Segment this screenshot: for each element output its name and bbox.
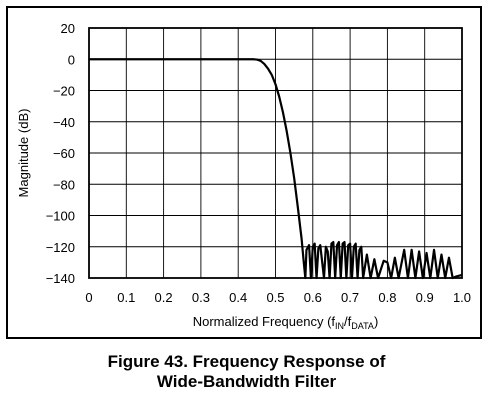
x-tick-label: 0.6	[304, 290, 322, 305]
x-tick-label: 0.9	[416, 290, 434, 305]
x-tick-label: 0	[85, 290, 92, 305]
x-tick-label: 0.2	[155, 290, 173, 305]
figure-caption: Figure 43. Frequency Response of Wide-Ba…	[0, 352, 493, 392]
y-tick-label: −100	[46, 209, 75, 224]
x-axis-label: Normalized Frequency (fIN/fDATA)	[193, 314, 379, 331]
x-tick-label: 1.0	[453, 290, 471, 305]
plot-area-border	[88, 27, 463, 279]
y-tick-label: −60	[53, 146, 75, 161]
x-tick-label: 0.1	[117, 290, 135, 305]
caption-line-2: Wide-Bandwidth Filter	[156, 372, 337, 391]
y-axis-label: Magnitude (dB)	[16, 109, 31, 198]
x-tick-label: 0.3	[192, 290, 210, 305]
y-tick-label: −140	[46, 271, 75, 286]
caption-line-1: Figure 43. Frequency Response of	[107, 352, 386, 371]
y-tick-label: −120	[46, 240, 75, 255]
grid-layer	[89, 28, 462, 278]
y-tick-label: −80	[53, 177, 75, 192]
x-tick-label: 0.4	[229, 290, 247, 305]
x-tick-label: 0.8	[378, 290, 396, 305]
tick-layer: 0 0.1 0.2 0.3 0.4 0.5 0.6 0.7 0.8 0.9 1.0 20 0 −20 −40…	[46, 21, 471, 305]
figure-frame	[6, 6, 482, 339]
y-tick-label: −40	[53, 115, 75, 130]
y-tick-label: −20	[53, 84, 75, 99]
x-tick-label: 0.5	[266, 290, 284, 305]
y-tick-label: 20	[61, 21, 75, 36]
y-tick-label: 0	[68, 52, 75, 67]
x-tick-label: 0.7	[341, 290, 359, 305]
frequency-response-chart: 0 0.1 0.2 0.3 0.4 0.5 0.6 0.7 0.8 0.9 1.0 20 0 −20 −40…	[16, 21, 471, 331]
